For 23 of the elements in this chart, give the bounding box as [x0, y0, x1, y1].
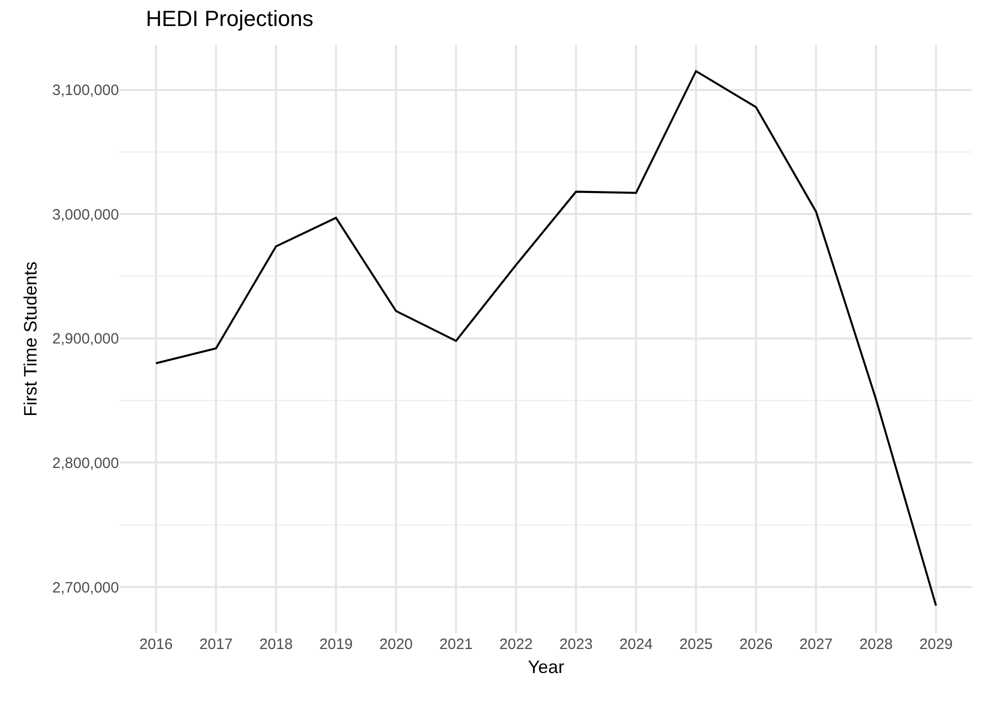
- y-axis-title: First Time Students: [20, 261, 40, 417]
- y-tick-label: 3,100,000: [52, 82, 119, 99]
- x-tick-label: 2021: [439, 636, 473, 653]
- x-tick-label: 2028: [859, 636, 893, 653]
- x-axis-title: Year: [528, 657, 564, 678]
- y-tick-label: 2,900,000: [52, 330, 119, 348]
- x-tick-label: 2027: [799, 636, 833, 653]
- y-tick-label: 2,700,000: [52, 579, 119, 596]
- chart-title: HEDI Projections: [146, 6, 314, 31]
- y-tick-label: 2,800,000: [52, 454, 119, 472]
- x-tick-label: 2029: [919, 636, 953, 653]
- x-tick-label: 2016: [139, 636, 173, 653]
- x-tick-label: 2020: [379, 636, 413, 653]
- x-tick-label: 2026: [739, 636, 773, 653]
- x-tick-label: 2017: [199, 636, 233, 653]
- x-tick-label: 2024: [619, 636, 653, 653]
- x-tick-label: 2019: [319, 636, 353, 653]
- y-tick-label: 3,000,000: [52, 206, 119, 224]
- x-tick-label: 2022: [499, 636, 533, 653]
- x-tick-label: 2023: [559, 636, 593, 653]
- x-tick-label: 2018: [259, 636, 293, 653]
- x-tick-label: 2025: [679, 636, 713, 653]
- line-series: [155, 70, 937, 607]
